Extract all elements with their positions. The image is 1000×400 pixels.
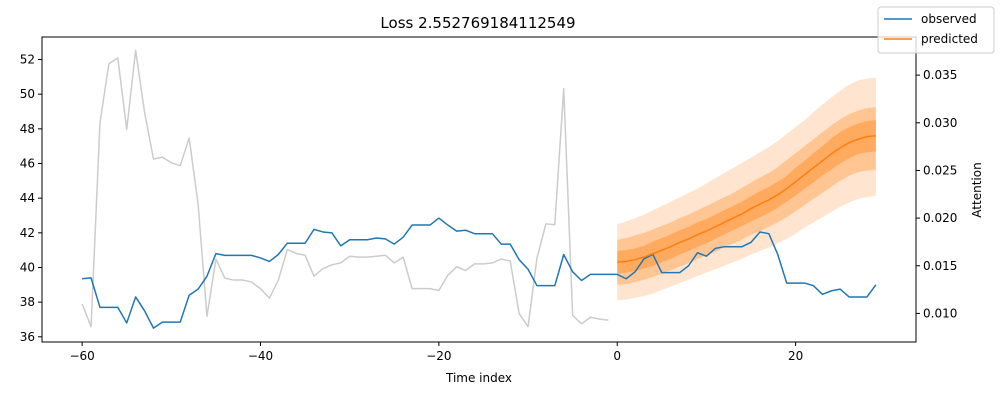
chart-title: Loss 2.552769184112549 [380,14,575,32]
y-tick-label: 46 [20,157,35,171]
x-tick-label: 0 [613,349,621,363]
plot-frame [41,36,917,343]
x-tick-label: −20 [426,349,451,363]
x-tick-label: −60 [69,349,94,363]
legend-label-predicted: predicted [921,32,978,46]
y2-tick-label: 0.020 [923,211,957,225]
y2-tick-label: 0.025 [923,163,957,177]
y2-axis: 0.010 0.015 0.020 0.025 0.030 0.035 [916,68,957,320]
y2-tick-label: 0.015 [923,259,957,273]
predicted-line [617,135,876,264]
x-axis: −60 −40 −20 0 20 [69,342,803,363]
y-tick-label: 42 [20,226,35,240]
y-tick-label: 48 [20,122,35,136]
observed-line [82,217,877,329]
y2-axis-label: Attention [970,162,984,217]
x-axis-label: Time index [445,371,512,385]
confidence-bands [617,77,876,301]
y2-tick-label: 0.035 [923,68,957,82]
x-tick-label: 20 [788,349,803,363]
attention-line [81,49,609,328]
y2-tick-label: 0.010 [923,306,957,320]
y-tick-label: 38 [20,295,35,309]
legend-label-observed: observed [921,12,977,26]
confidence-band-1 [617,107,876,285]
y-tick-label: 40 [20,260,35,274]
y-tick-label: 50 [20,87,35,101]
y-tick-label: 52 [20,53,35,67]
y-tick-label: 44 [20,191,35,205]
y-tick-label: 36 [20,330,35,344]
series-lines [81,49,877,329]
legend: observed predicted [877,6,995,54]
y2-tick-label: 0.030 [923,116,957,130]
x-tick-label: −40 [248,349,273,363]
y-axis: 36 38 40 42 44 46 48 50 52 [20,53,42,344]
confidence-band-0 [617,77,876,301]
confidence-band-2 [617,120,876,274]
